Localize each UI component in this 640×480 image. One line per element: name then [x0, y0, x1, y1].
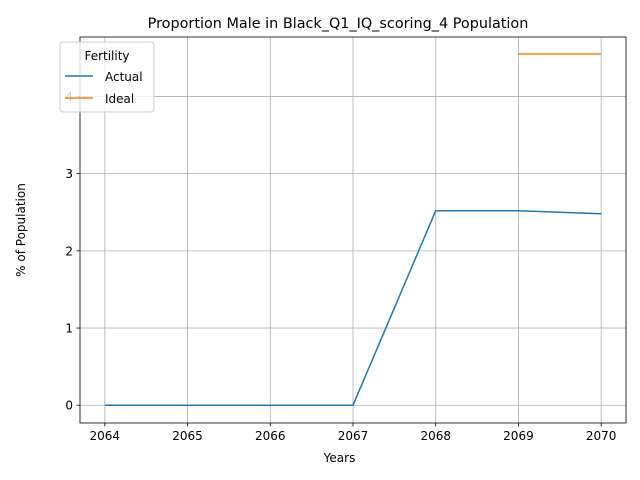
- x-tick-label: 2067: [338, 429, 369, 443]
- x-axis-label: Years: [323, 451, 356, 465]
- x-tick-label: 2064: [90, 429, 121, 443]
- series-line-actual: [104, 209, 602, 406]
- y-tick-label: 1: [65, 322, 73, 336]
- y-tick-label: 0: [65, 399, 73, 413]
- x-tick-label: 2070: [586, 429, 617, 443]
- x-tick-label: 2069: [503, 429, 534, 443]
- y-axis-ticks: 01234: [65, 90, 80, 413]
- y-tick-label: 3: [65, 167, 73, 181]
- grid-lines: [80, 37, 626, 423]
- chart-title: Proportion Male in Black_Q1_IQ_scoring_4…: [148, 16, 529, 32]
- series-lines: [104, 53, 602, 406]
- x-tick-label: 2068: [420, 429, 451, 443]
- x-tick-label: 2066: [255, 429, 286, 443]
- legend-title: Fertility: [84, 49, 129, 63]
- legend-label-ideal: Ideal: [105, 92, 134, 106]
- x-axis-ticks: 2064 2065 2066 2067 2068 2069 2070: [90, 423, 617, 443]
- x-tick-label: 2065: [172, 429, 203, 443]
- legend-box: [59, 41, 155, 113]
- legend-label-actual: Actual: [105, 70, 143, 84]
- y-tick-label: 2: [65, 244, 73, 258]
- legend: Fertility Actual Ideal: [59, 41, 155, 113]
- y-axis-label: % of Population: [14, 183, 28, 277]
